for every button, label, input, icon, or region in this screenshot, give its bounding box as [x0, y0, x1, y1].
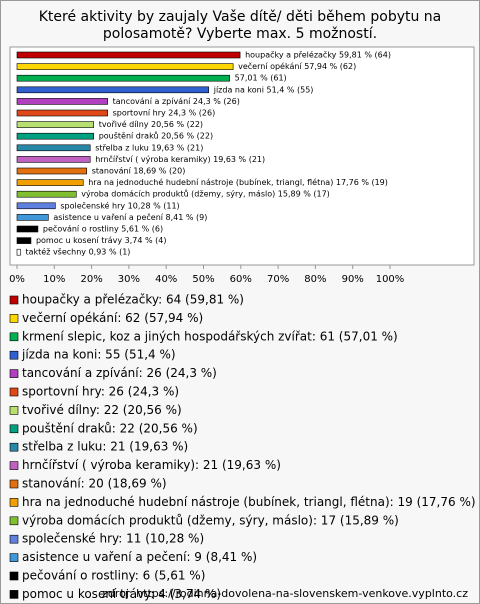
legend-label: hra na jednoduché hudební nástroje (bubí…	[22, 495, 476, 509]
legend-swatch	[9, 442, 19, 452]
x-tick-label: 30%	[118, 274, 140, 285]
bar	[16, 167, 88, 175]
x-tick-label: 50%	[192, 274, 214, 285]
value-label: hra na jednoduché hudební nástroje (bubí…	[88, 177, 388, 187]
value-label: asistence u vaření a pečení 8,41 % (9)	[53, 212, 207, 222]
legend-label: krmení slepic, koz a jiných hospodářskýc…	[22, 329, 398, 343]
x-tick-label: 70%	[267, 274, 289, 285]
bar	[16, 132, 94, 140]
legend-label: hrnčířství ( výroba keramiky): 21 (19,63…	[22, 458, 281, 472]
chart-title: polosamotě? Vyberte max. 5 možností.	[103, 26, 377, 42]
value-label: výroba domácích produktů (džemy, sýry, m…	[81, 189, 330, 199]
bar	[16, 86, 210, 94]
legend-swatch	[9, 424, 19, 434]
legend-swatch	[9, 295, 19, 305]
bar	[16, 144, 91, 152]
value-label: pečování o rostliny 5,61 % (6)	[43, 224, 163, 234]
value-label: hrnčířství ( výroba keramiky) 19,63 % (2…	[95, 154, 265, 164]
legend-swatch	[9, 369, 19, 378]
x-tick-label: 0%	[9, 274, 25, 285]
legend-swatch	[9, 590, 19, 599]
legend-label: střelba z luku: 21 (19,63 %)	[22, 440, 188, 454]
legend-swatch	[9, 332, 19, 342]
source: zdroj: https://rodinna-dovolena-na-slove…	[102, 587, 468, 600]
legend-swatch	[9, 553, 19, 562]
value-label: taktéž všechny 0,93 % (1)	[25, 247, 130, 257]
legend-swatch	[9, 534, 19, 544]
value-label: 57,01 % (61)	[235, 74, 287, 83]
legend-label: jízda na koni: 55 (51,4 %)	[21, 348, 176, 362]
x-tick-label: 80%	[304, 274, 326, 285]
legend-swatch	[9, 461, 19, 470]
value-label: tancování a zpívání 24,3 % (26)	[113, 97, 240, 106]
legend-swatch	[9, 479, 19, 489]
legend-label: sportovní hry: 26 (24,3 %)	[22, 385, 179, 399]
value-label: jízda na koni 51,4 % (55)	[213, 85, 314, 94]
legend-label: houpačky a přelézačky: 64 (59,81 %)	[22, 293, 244, 307]
x-tick-label: 20%	[80, 274, 102, 285]
legend-label: výroba domácích produktů (džemy, sýry, m…	[22, 513, 399, 527]
value-label: houpačky a přelézačky 59,81 % (64)	[245, 50, 391, 60]
bar	[16, 214, 49, 221]
legend-label: tancování a zpívání: 26 (24,3 %)	[22, 366, 217, 380]
value-label: pouštění draků 20,56 % (22)	[99, 131, 213, 141]
legend-swatch	[9, 406, 19, 415]
bar	[16, 237, 32, 244]
x-tick-label: 60%	[230, 274, 252, 285]
legend-swatch	[9, 350, 19, 360]
legend-label: pouštění draků: 22 (20,56 %)	[22, 421, 198, 435]
value-label: tvořivé dílny 20,56 % (22)	[99, 119, 203, 129]
legend-swatch	[9, 571, 19, 581]
bar	[16, 51, 241, 59]
value-label: pomoc u kosení trávy 3,74 % (4)	[36, 236, 167, 245]
legend-swatch	[9, 314, 19, 323]
bar	[16, 63, 234, 70]
legend-swatch	[9, 516, 19, 526]
x-tick-label: 40%	[155, 274, 177, 285]
bar	[16, 202, 56, 210]
bar	[16, 98, 108, 105]
bar	[16, 121, 94, 128]
bar	[16, 179, 84, 186]
chart-title: Které aktivity by zaujaly Vaše dítě/ dět…	[39, 9, 442, 25]
bar	[16, 109, 108, 117]
value-label: stanování 18,69 % (20)	[92, 167, 186, 176]
plot-area	[9, 46, 475, 266]
legend-label: stanování: 20 (18,69 %)	[22, 477, 167, 491]
legend-swatch	[9, 498, 19, 507]
legend-label: asistence u vaření a pečení: 9 (8,41 %)	[22, 550, 257, 564]
bar	[16, 74, 230, 82]
legend-swatch	[9, 387, 19, 397]
legend-label: pomoc u kosení trávy: 4 (3,74 %)	[22, 587, 221, 601]
value-label: střelba z luku 19,63 % (21)	[95, 143, 203, 152]
bar	[16, 225, 39, 233]
legend-label: tvořivé dílny: 22 (20,56 %)	[22, 403, 182, 417]
x-tick-label: 90%	[342, 274, 364, 285]
bar	[16, 190, 77, 198]
bar	[16, 156, 91, 163]
legend-label: pečování o rostliny: 6 (5,61 %)	[22, 569, 205, 583]
legend-label: večerní opékání: 62 (57,94 %)	[22, 311, 203, 325]
legend-label: společenské hry: 11 (10,28 %)	[22, 532, 204, 546]
bar	[16, 248, 21, 256]
value-label: večerní opékání 57,94 % (62)	[238, 61, 356, 71]
x-tick-label: 10%	[43, 274, 65, 285]
value-label: sportovní hry 24,3 % (26)	[113, 109, 216, 118]
value-label: společenské hry 10,28 % (11)	[60, 200, 179, 210]
x-tick-label: 100%	[376, 274, 405, 285]
